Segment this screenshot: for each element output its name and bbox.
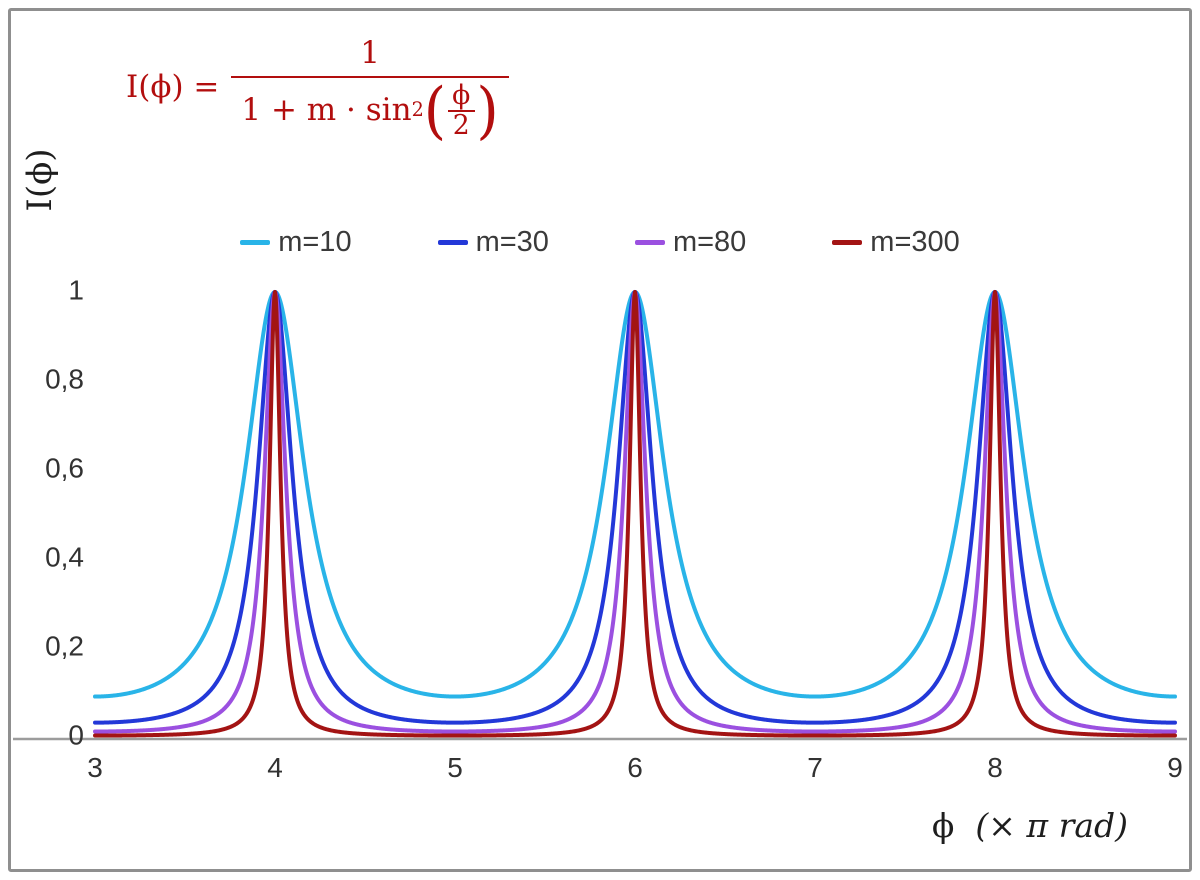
- inner-numerator: ϕ: [452, 79, 471, 111]
- formula-numerator: 1: [360, 35, 380, 71]
- y-tick-label: 1: [68, 274, 84, 306]
- legend-item: m=10: [240, 226, 352, 259]
- plot-frame: [8, 8, 1192, 872]
- y-tick-label: 0: [68, 719, 84, 751]
- y-tick-label: 0,4: [45, 541, 84, 573]
- x-tick-label: 7: [807, 752, 823, 783]
- legend-swatch: [832, 240, 863, 245]
- formula-fraction: 1 1 + m · sin 2 ( ϕ 2 ): [231, 35, 509, 147]
- legend-item: m=30: [437, 226, 549, 259]
- series-line-m30: [93, 290, 1177, 725]
- x-tick-label: 3: [87, 752, 103, 783]
- inner-fraction: ϕ 2: [447, 79, 475, 139]
- legend-swatch: [634, 240, 665, 245]
- inner-denominator: 2: [447, 109, 475, 139]
- legend-item: m=80: [634, 226, 747, 259]
- legend-swatch: [240, 240, 271, 245]
- formula-den-prefix: 1 + m · sin: [241, 91, 412, 128]
- legend-item: m=300: [832, 226, 960, 259]
- x-axis-label-unit: (× π rad): [975, 806, 1129, 845]
- legend-swatch: [437, 240, 468, 245]
- legend-label: m=10: [278, 226, 352, 258]
- x-axis-label: ϕ (× π rad): [880, 806, 1180, 845]
- x-tick-label: 8: [987, 752, 1003, 783]
- legend-label: m=30: [475, 226, 549, 258]
- legend-label: m=80: [672, 226, 747, 258]
- series-line-m80: [93, 290, 1177, 734]
- y-axis-label: I(ϕ): [20, 148, 60, 212]
- x-tick-label: 4: [267, 752, 283, 783]
- x-axis-label-phi: ϕ: [931, 806, 955, 845]
- x-tick-label: 6: [627, 752, 643, 783]
- x-tick-label: 9: [1167, 752, 1183, 783]
- legend: m=10 m=30 m=80 m=300: [40, 226, 1160, 259]
- formula-denominator: 1 + m · sin 2 ( ϕ 2 ): [231, 73, 509, 147]
- formula-lhs: I(ϕ) =: [126, 68, 220, 105]
- close-paren: ): [476, 73, 499, 147]
- y-tick-label: 0,2: [45, 630, 84, 662]
- legend-label: m=300: [870, 226, 960, 258]
- formula-annotation: I(ϕ) = 1 1 + m · sin 2 ( ϕ 2 ): [126, 35, 509, 147]
- series-line-m300: [93, 290, 1177, 738]
- open-paren: (: [423, 73, 447, 147]
- y-tick-label: 0,6: [45, 452, 84, 484]
- x-tick-label: 5: [447, 752, 463, 783]
- y-tick-label: 0,8: [45, 363, 84, 395]
